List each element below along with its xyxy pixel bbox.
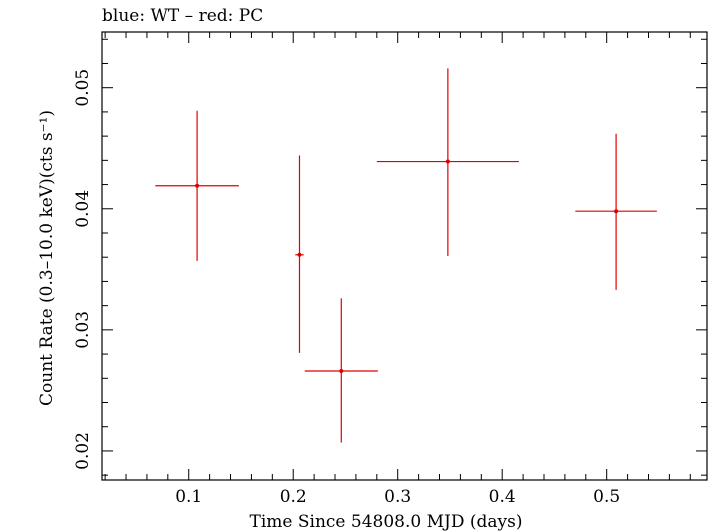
y-tick-label: 0.05 [73, 69, 93, 107]
x-tick-label: 0.1 [175, 487, 202, 507]
axis-ticks [102, 32, 707, 480]
x-tick-label: 0.4 [489, 487, 516, 507]
point-marker [445, 159, 450, 164]
data-points [155, 68, 657, 443]
x-tick-label: 0.5 [593, 487, 620, 507]
chart-title: blue: WT – red: PC [102, 6, 263, 26]
y-axis-label: Count Rate (0.3–10.0 keV)(cts s⁻¹) [37, 110, 57, 406]
data-point [376, 68, 519, 256]
point-marker [297, 252, 302, 257]
y-tick-label: 0.02 [73, 432, 93, 470]
point-marker [195, 183, 200, 188]
x-tick-label: 0.3 [384, 487, 411, 507]
x-tick-labels: 0.1 0.2 0.3 0.4 0.5 [175, 487, 620, 507]
x-axis-label: Time Since 54808.0 MJD (days) [250, 512, 523, 532]
data-point [575, 133, 657, 290]
y-tick-label: 0.03 [73, 311, 93, 349]
data-point [155, 110, 239, 261]
y-tick-labels: 0.02 0.03 0.04 0.05 [73, 69, 93, 470]
y-tick-label: 0.04 [73, 190, 93, 228]
plot-frame [101, 31, 708, 481]
data-point [304, 298, 378, 443]
data-point [295, 155, 304, 353]
x-tick-label: 0.2 [280, 487, 307, 507]
point-marker [614, 209, 619, 214]
point-marker [339, 369, 344, 374]
